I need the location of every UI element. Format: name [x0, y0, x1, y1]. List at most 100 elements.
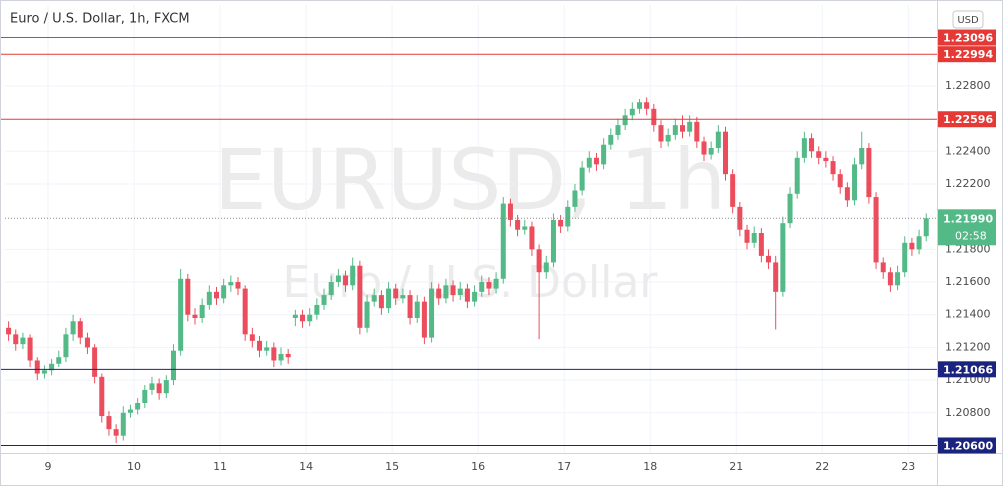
candle-body — [314, 304, 320, 315]
candle-body — [830, 161, 836, 175]
candle-body — [56, 357, 62, 364]
candle-body — [601, 144, 607, 165]
candle-body — [185, 278, 191, 315]
candle-body — [364, 301, 370, 328]
x-tick-label: 11 — [213, 460, 227, 473]
candle-body — [550, 219, 556, 263]
candle-body — [852, 164, 858, 201]
level-label-box — [938, 46, 996, 63]
candle-body — [149, 383, 155, 390]
x-tick-label: 14 — [299, 460, 313, 473]
candle-body — [507, 203, 513, 220]
candle-body — [586, 157, 592, 168]
candle-body — [393, 288, 399, 299]
candle-body — [708, 148, 714, 155]
candle-body — [84, 337, 90, 348]
candle-body — [479, 282, 485, 292]
y-tick-label: 1.22800 — [945, 79, 991, 92]
candle-body — [278, 353, 284, 361]
level-label-box — [938, 29, 996, 46]
candle-body — [687, 121, 693, 132]
candle-body — [679, 125, 686, 132]
chart-title: Euro / U.S. Dollar, 1h, FXCM — [10, 12, 190, 27]
candle-body — [249, 334, 255, 341]
candle-body — [794, 157, 800, 194]
candle-body — [715, 131, 721, 149]
candle-body — [744, 229, 750, 243]
candle-body — [500, 203, 506, 279]
candle-body — [493, 278, 499, 289]
last-price-label: 1.21990 — [943, 212, 993, 225]
candle-body — [859, 148, 865, 165]
candle-body — [386, 288, 392, 309]
x-tick-label: 23 — [901, 460, 915, 473]
x-tick-label: 21 — [729, 460, 743, 473]
currency-button[interactable] — [952, 10, 984, 29]
y-tick-label: 1.21600 — [945, 275, 991, 288]
candle-body — [371, 295, 377, 302]
candle-body — [522, 226, 528, 230]
y-tick-label: 1.21800 — [945, 242, 991, 255]
candle-body — [235, 282, 241, 289]
candle-body — [737, 206, 743, 230]
candle-body — [34, 360, 40, 374]
x-tick-label: 18 — [643, 460, 657, 473]
candle-body — [464, 288, 470, 302]
candle-body — [350, 265, 356, 286]
candle-body — [271, 347, 277, 361]
candle-body — [895, 272, 901, 286]
candle-body — [558, 219, 564, 227]
candle-body — [92, 347, 98, 377]
candle-body — [321, 295, 327, 305]
candle-body — [543, 262, 549, 273]
candle-body — [199, 304, 205, 318]
candle-body — [70, 321, 76, 335]
candle-body — [916, 236, 922, 250]
candle-body — [20, 337, 26, 345]
candle-body — [622, 115, 628, 126]
candle-body — [357, 265, 363, 328]
candle-body — [701, 141, 707, 155]
candle-body — [156, 383, 162, 394]
candle-body — [529, 226, 535, 250]
candle-body — [414, 301, 420, 318]
candle-body — [823, 157, 829, 162]
candle-body — [923, 218, 929, 237]
candle-body — [27, 337, 33, 361]
candle-body — [593, 157, 599, 165]
candle-body — [328, 282, 334, 296]
level-label-box — [938, 111, 996, 128]
candle-body — [450, 285, 456, 296]
y-tick-label: 1.20800 — [945, 406, 991, 419]
candle-body — [644, 102, 650, 109]
candle-body — [515, 219, 521, 230]
candle-body — [902, 242, 908, 273]
candle-body — [335, 275, 341, 283]
level-label-box — [938, 437, 996, 454]
grid — [5, 5, 937, 453]
candle-body — [213, 291, 220, 299]
candle-body — [572, 190, 578, 207]
candle-body — [170, 350, 176, 381]
candle-body — [579, 167, 585, 191]
y-tick-label: 1.21200 — [945, 340, 991, 353]
currency-label[interactable]: USD — [957, 15, 979, 26]
candle-body — [773, 262, 779, 292]
countdown: 02:58 — [955, 229, 987, 242]
watermark-subtitle: Euro / U.S. Dollar — [283, 257, 659, 308]
level-label: 1.23096 — [943, 32, 993, 45]
candle-body — [300, 314, 306, 322]
candle-body — [780, 223, 786, 292]
candle-body — [13, 334, 19, 345]
candle-body — [307, 314, 313, 322]
candle-body — [658, 125, 664, 142]
y-tick-label: 1.22200 — [945, 177, 991, 190]
candle-body — [722, 131, 729, 175]
candle-body — [421, 301, 427, 338]
candle-body — [837, 174, 843, 188]
candle-body — [443, 285, 449, 299]
candle-body — [608, 134, 614, 145]
plot — [0, 37, 937, 446]
last-price-box — [938, 209, 996, 246]
